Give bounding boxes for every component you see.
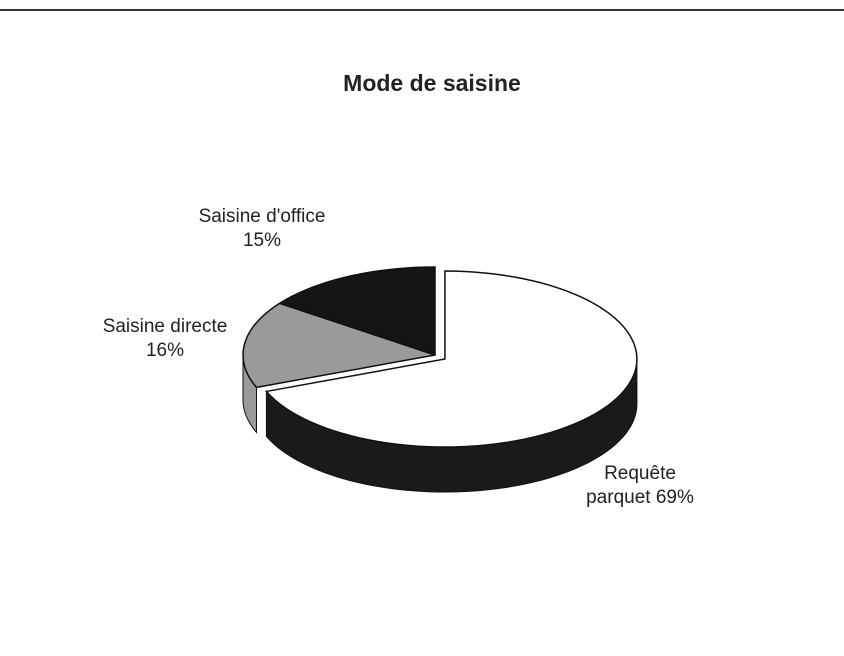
value-label: 16% (145, 339, 185, 361)
slice-label: Saisine directe 16% (90, 315, 240, 363)
chart-title: Mode de saisine (343, 70, 521, 96)
category-label: Saisine directe (102, 316, 228, 337)
slice-label: Saisine d'office 15% (187, 205, 337, 253)
value-label: 69% (655, 486, 694, 508)
category-label: Saisine d'office (198, 206, 326, 227)
slice (264, 270, 638, 448)
slice (242, 302, 436, 389)
category-label: Requête parquet (586, 463, 676, 508)
slice (277, 266, 436, 357)
slice-label: Requête parquet 69% (585, 462, 695, 510)
value-label: 15% (242, 229, 282, 251)
